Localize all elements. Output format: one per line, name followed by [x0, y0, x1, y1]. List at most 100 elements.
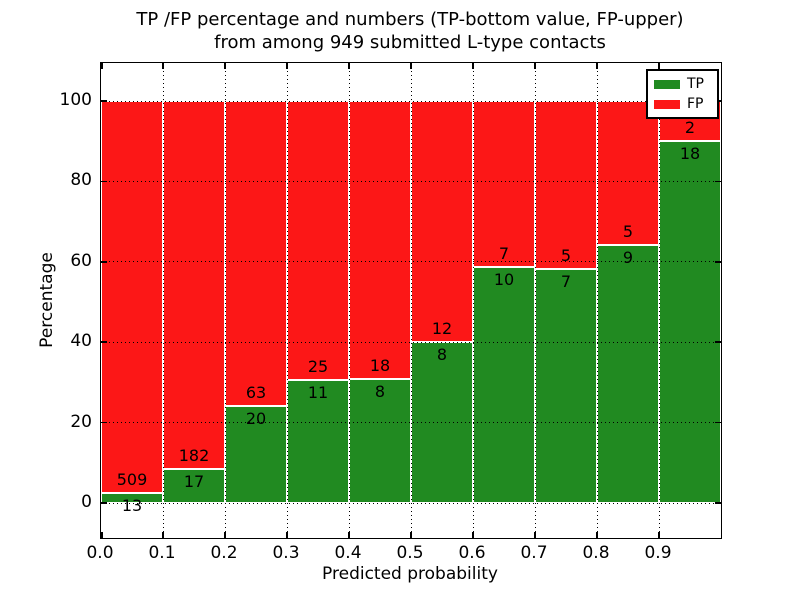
bar-segment-fp	[287, 101, 349, 381]
x-tick-mark	[410, 63, 412, 69]
bar-segment-fp	[411, 101, 473, 343]
x-tick-mark	[101, 63, 103, 69]
x-tick-label: 0.0	[86, 543, 114, 563]
tp-count-label: 18	[679, 144, 701, 164]
y-tick-label: 100	[59, 90, 92, 110]
chart-title-line1: TP /FP percentage and numbers (TP-bottom…	[136, 9, 684, 30]
y-tick-label: 0	[81, 492, 92, 512]
legend-label-fp: FP	[687, 96, 704, 112]
y-tick-mark	[101, 100, 107, 102]
y-tick-label: 60	[70, 250, 92, 271]
fp-count-label: 12	[431, 319, 453, 339]
y-tick-mark	[101, 421, 107, 424]
x-tick-mark	[286, 63, 288, 69]
x-tick-label: 0.5	[396, 543, 424, 563]
bar-segment-fp	[101, 101, 163, 493]
x-tick-label: 0.8	[582, 543, 610, 563]
x-tick-mark	[101, 532, 103, 538]
v-gridline	[410, 63, 412, 538]
x-tick-mark	[534, 532, 536, 538]
x-tick-mark	[162, 532, 164, 538]
bar-segment-fp	[535, 101, 597, 269]
y-tick-mark	[715, 341, 721, 343]
x-tick-mark	[472, 532, 474, 538]
chart-title: TP /FP percentage and numbers (TP-bottom…	[100, 8, 720, 54]
x-tick-label: 0.3	[272, 543, 300, 563]
y-tick-label: 40	[70, 331, 92, 352]
x-tick-mark	[410, 532, 412, 538]
x-tick-label: 0.9	[644, 543, 672, 563]
x-tick-label: 0.2	[210, 543, 238, 563]
plot-area: 509 13 182 17 63 20 25 11 18 8 12 8 7 10 5 7 5 9 2 18	[100, 62, 722, 539]
y-tick-mark	[101, 341, 107, 343]
x-tick-mark	[534, 63, 536, 69]
x-tick-mark	[224, 532, 226, 538]
x-tick-label: 0.7	[520, 543, 548, 563]
bar-segment-fp	[225, 101, 287, 407]
x-tick-mark	[658, 532, 660, 538]
v-gridline	[534, 63, 536, 538]
y-tick-mark	[101, 261, 107, 263]
x-tick-label: 0.1	[148, 543, 176, 563]
tp-count-label: 7	[560, 271, 572, 291]
bar-segment-tp	[535, 268, 597, 503]
tp-swatch-icon	[654, 79, 680, 89]
fp-count-label: 5	[622, 221, 634, 241]
v-gridline	[596, 63, 598, 538]
fp-count-label: 63	[245, 383, 267, 403]
legend-row-tp: TP	[654, 76, 711, 92]
x-tick-mark	[224, 63, 226, 69]
fp-count-label: 18	[369, 356, 391, 376]
x-tick-label: 0.4	[334, 543, 362, 563]
tp-count-label: 17	[183, 471, 205, 491]
v-gridline	[224, 63, 226, 538]
y-tick-mark	[715, 180, 721, 183]
fp-count-label: 25	[307, 357, 329, 377]
y-tick-mark	[715, 502, 721, 504]
v-gridline	[658, 63, 660, 538]
v-gridline	[348, 63, 350, 538]
x-axis-label: Predicted probability	[322, 564, 498, 584]
chart-title-line2: from among 949 submitted L-type contacts	[214, 32, 606, 53]
legend-label-tp: TP	[687, 76, 704, 92]
v-gridline	[472, 63, 474, 538]
v-gridline	[286, 63, 288, 538]
y-tick-label: 80	[70, 170, 92, 191]
x-tick-mark	[596, 532, 598, 538]
y-tick-mark	[101, 180, 107, 183]
tp-count-label: 20	[245, 409, 267, 429]
x-tick-mark	[472, 63, 474, 69]
x-tick-mark	[286, 532, 288, 538]
tp-count-label: 13	[121, 495, 143, 515]
x-tick-mark	[348, 63, 350, 69]
tp-count-label: 10	[493, 269, 515, 289]
fp-count-label: 7	[498, 243, 510, 263]
fp-swatch-icon	[654, 99, 680, 109]
bar-segment-tp	[473, 266, 535, 503]
v-gridline	[162, 63, 164, 538]
bar-segment-fp	[163, 101, 225, 469]
tp-count-label: 8	[436, 345, 448, 365]
x-tick-label: 0.6	[458, 543, 486, 563]
legend-row-fp: FP	[654, 96, 711, 112]
fp-count-label: 2	[684, 118, 696, 138]
fp-count-label: 509	[116, 469, 148, 489]
x-tick-mark	[596, 63, 598, 69]
bar-segment-tp	[597, 244, 659, 503]
x-tick-mark	[658, 63, 660, 69]
bar-segment-fp	[473, 101, 535, 267]
tp-count-label: 11	[307, 383, 329, 403]
y-tick-mark	[715, 261, 721, 263]
y-tick-label: 20	[70, 411, 92, 432]
tp-count-label: 9	[622, 247, 634, 267]
fp-count-label: 5	[560, 245, 572, 265]
bar-segment-fp	[349, 101, 411, 380]
bar-segment-fp	[597, 101, 659, 245]
y-tick-mark	[101, 502, 107, 504]
bar-segment-tp	[659, 141, 721, 503]
y-tick-mark	[715, 421, 721, 424]
x-tick-mark	[348, 532, 350, 538]
x-tick-mark	[162, 63, 164, 69]
legend: TP FP	[646, 69, 719, 119]
